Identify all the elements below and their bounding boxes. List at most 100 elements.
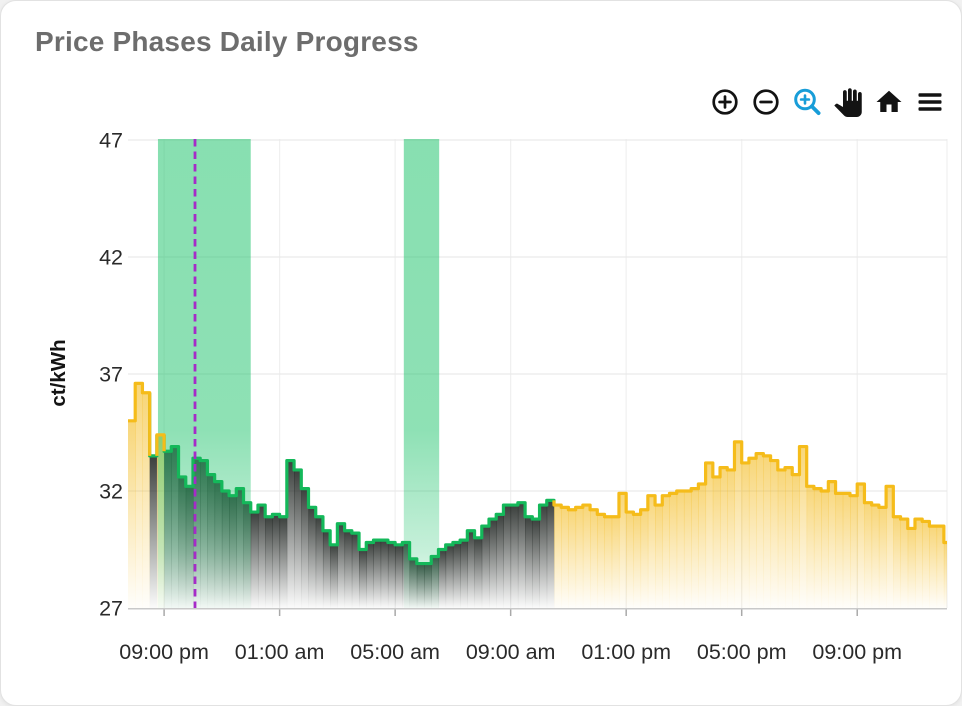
cheap-price-step-fill	[315, 516, 324, 608]
normal-price-step-fill	[633, 514, 642, 608]
normal-price-step-fill	[741, 462, 750, 608]
y-axis-title: ct/kWh	[47, 339, 70, 406]
normal-price-step-fill	[821, 491, 829, 608]
normal-price-step-fill	[813, 488, 822, 608]
normal-price-step-fill	[777, 469, 786, 608]
x-tick-label: 09:00 pm	[812, 640, 902, 664]
normal-price-step-fill	[683, 491, 692, 608]
cheap-price-step-fill	[250, 512, 259, 608]
normal-price-step-fill	[914, 519, 923, 608]
normal-price-step-fill	[575, 507, 584, 608]
normal-price-step-fill	[698, 483, 707, 608]
box-zoom-button[interactable]	[792, 87, 822, 117]
normal-price-step-fill	[756, 453, 764, 608]
normal-price-step-fill	[676, 491, 685, 608]
normal-price-step-fill	[893, 516, 901, 608]
cheap-price-step-fill	[330, 544, 338, 608]
y-tick-label: 47	[99, 129, 123, 153]
cheap-price-step-fill	[279, 516, 288, 608]
cheap-price-line	[162, 434, 556, 566]
y-tick-label: 32	[99, 480, 123, 504]
cheap-window-band	[403, 139, 440, 608]
cheap-price-step-fill	[149, 455, 158, 608]
normal-price-step-fill	[799, 446, 808, 608]
normal-price-step-fill	[785, 467, 793, 608]
x-tick-label: 01:00 am	[235, 640, 325, 664]
normal-price-step-fill	[647, 495, 656, 608]
zoom-in-icon	[712, 89, 738, 115]
cheap-price-step-fill	[517, 502, 526, 608]
normal-price-step-fill	[611, 516, 620, 608]
menu-icon	[918, 93, 942, 111]
home-icon	[876, 90, 902, 112]
normal-price-step-fill	[886, 486, 894, 608]
menu-button[interactable]	[915, 87, 945, 117]
normal-price-step-fill	[135, 383, 143, 608]
normal-price-step-fill	[691, 488, 699, 608]
cheap-price-step-fill	[510, 505, 519, 608]
normal-price-step-fill	[712, 476, 721, 608]
normal-price-step-fill	[900, 519, 909, 608]
normal-price-step-fill	[590, 509, 598, 608]
cheap-price-step-fill	[265, 516, 273, 608]
y-tick-label: 37	[99, 363, 123, 387]
cheap-price-step-fill	[489, 519, 497, 608]
normal-price-step-fill	[864, 502, 873, 608]
cheap-price-step-fill	[503, 505, 512, 608]
normal-price-step-fill	[604, 516, 613, 608]
cheap-price-step-fill	[481, 526, 490, 608]
home-button[interactable]	[874, 87, 904, 117]
cheap-price-step-fill	[344, 530, 353, 608]
normal-price-step-fill	[727, 469, 735, 608]
cheap-price-step-fill	[546, 500, 555, 608]
normal-price-step-fill	[770, 460, 779, 608]
normal-price-line	[155, 433, 166, 456]
cheap-window-bands	[157, 139, 440, 608]
cheap-price-step-fill	[395, 544, 403, 608]
normal-price-step-fill	[553, 505, 562, 608]
zoom-out-button[interactable]	[751, 87, 781, 117]
normal-price-step-fill	[655, 505, 663, 608]
x-tick-label: 09:00 am	[466, 640, 556, 664]
price-step-area	[128, 383, 947, 608]
cheap-price-step-fill	[322, 530, 331, 608]
cheap-price-step-fill	[474, 537, 483, 608]
normal-price-step-fill	[568, 509, 577, 608]
x-tick-label: 05:00 am	[350, 640, 440, 664]
normal-price-step-fill	[705, 462, 714, 608]
cheap-price-step-fill	[272, 514, 281, 608]
normal-price-step-fill	[943, 542, 947, 608]
cheap-window-band	[157, 139, 251, 608]
normal-price-step-fill	[662, 495, 670, 608]
zoom-in-button[interactable]	[710, 87, 740, 117]
cheap-price-step-fill	[308, 507, 317, 608]
normal-price-line	[552, 440, 947, 545]
normal-price-step-fill	[929, 526, 938, 608]
cheap-price-step-fill	[532, 519, 540, 608]
cheap-price-step-fill	[359, 549, 367, 608]
normal-price-step-fill	[835, 493, 844, 608]
cheap-price-step-fill	[257, 505, 266, 608]
pan-button[interactable]	[833, 87, 863, 117]
cheap-price-step-fill	[337, 523, 346, 608]
box-zoom-icon	[794, 88, 821, 116]
normal-price-step-fill	[640, 509, 649, 608]
normal-price-step-fill	[582, 505, 591, 608]
x-tick-label: 01:00 pm	[581, 640, 671, 664]
normal-price-step-fill	[618, 493, 627, 608]
cheap-price-step-fill	[445, 544, 454, 608]
normal-price-step-fill	[936, 526, 945, 608]
normal-price-step-fill	[907, 528, 916, 608]
cheap-price-step-fill	[351, 533, 360, 608]
chart-toolbar	[710, 87, 945, 117]
cheap-price-step-fill	[496, 514, 504, 608]
normal-price-step-fill	[871, 505, 880, 608]
cheap-price-step-fill	[286, 460, 295, 608]
normal-price-step-fill	[922, 521, 930, 608]
x-tick-label: 09:00 pm	[119, 640, 209, 664]
normal-price-step-fill	[792, 474, 800, 608]
cheap-price-step-fill	[525, 516, 533, 608]
y-tick-label: 27	[99, 597, 123, 621]
